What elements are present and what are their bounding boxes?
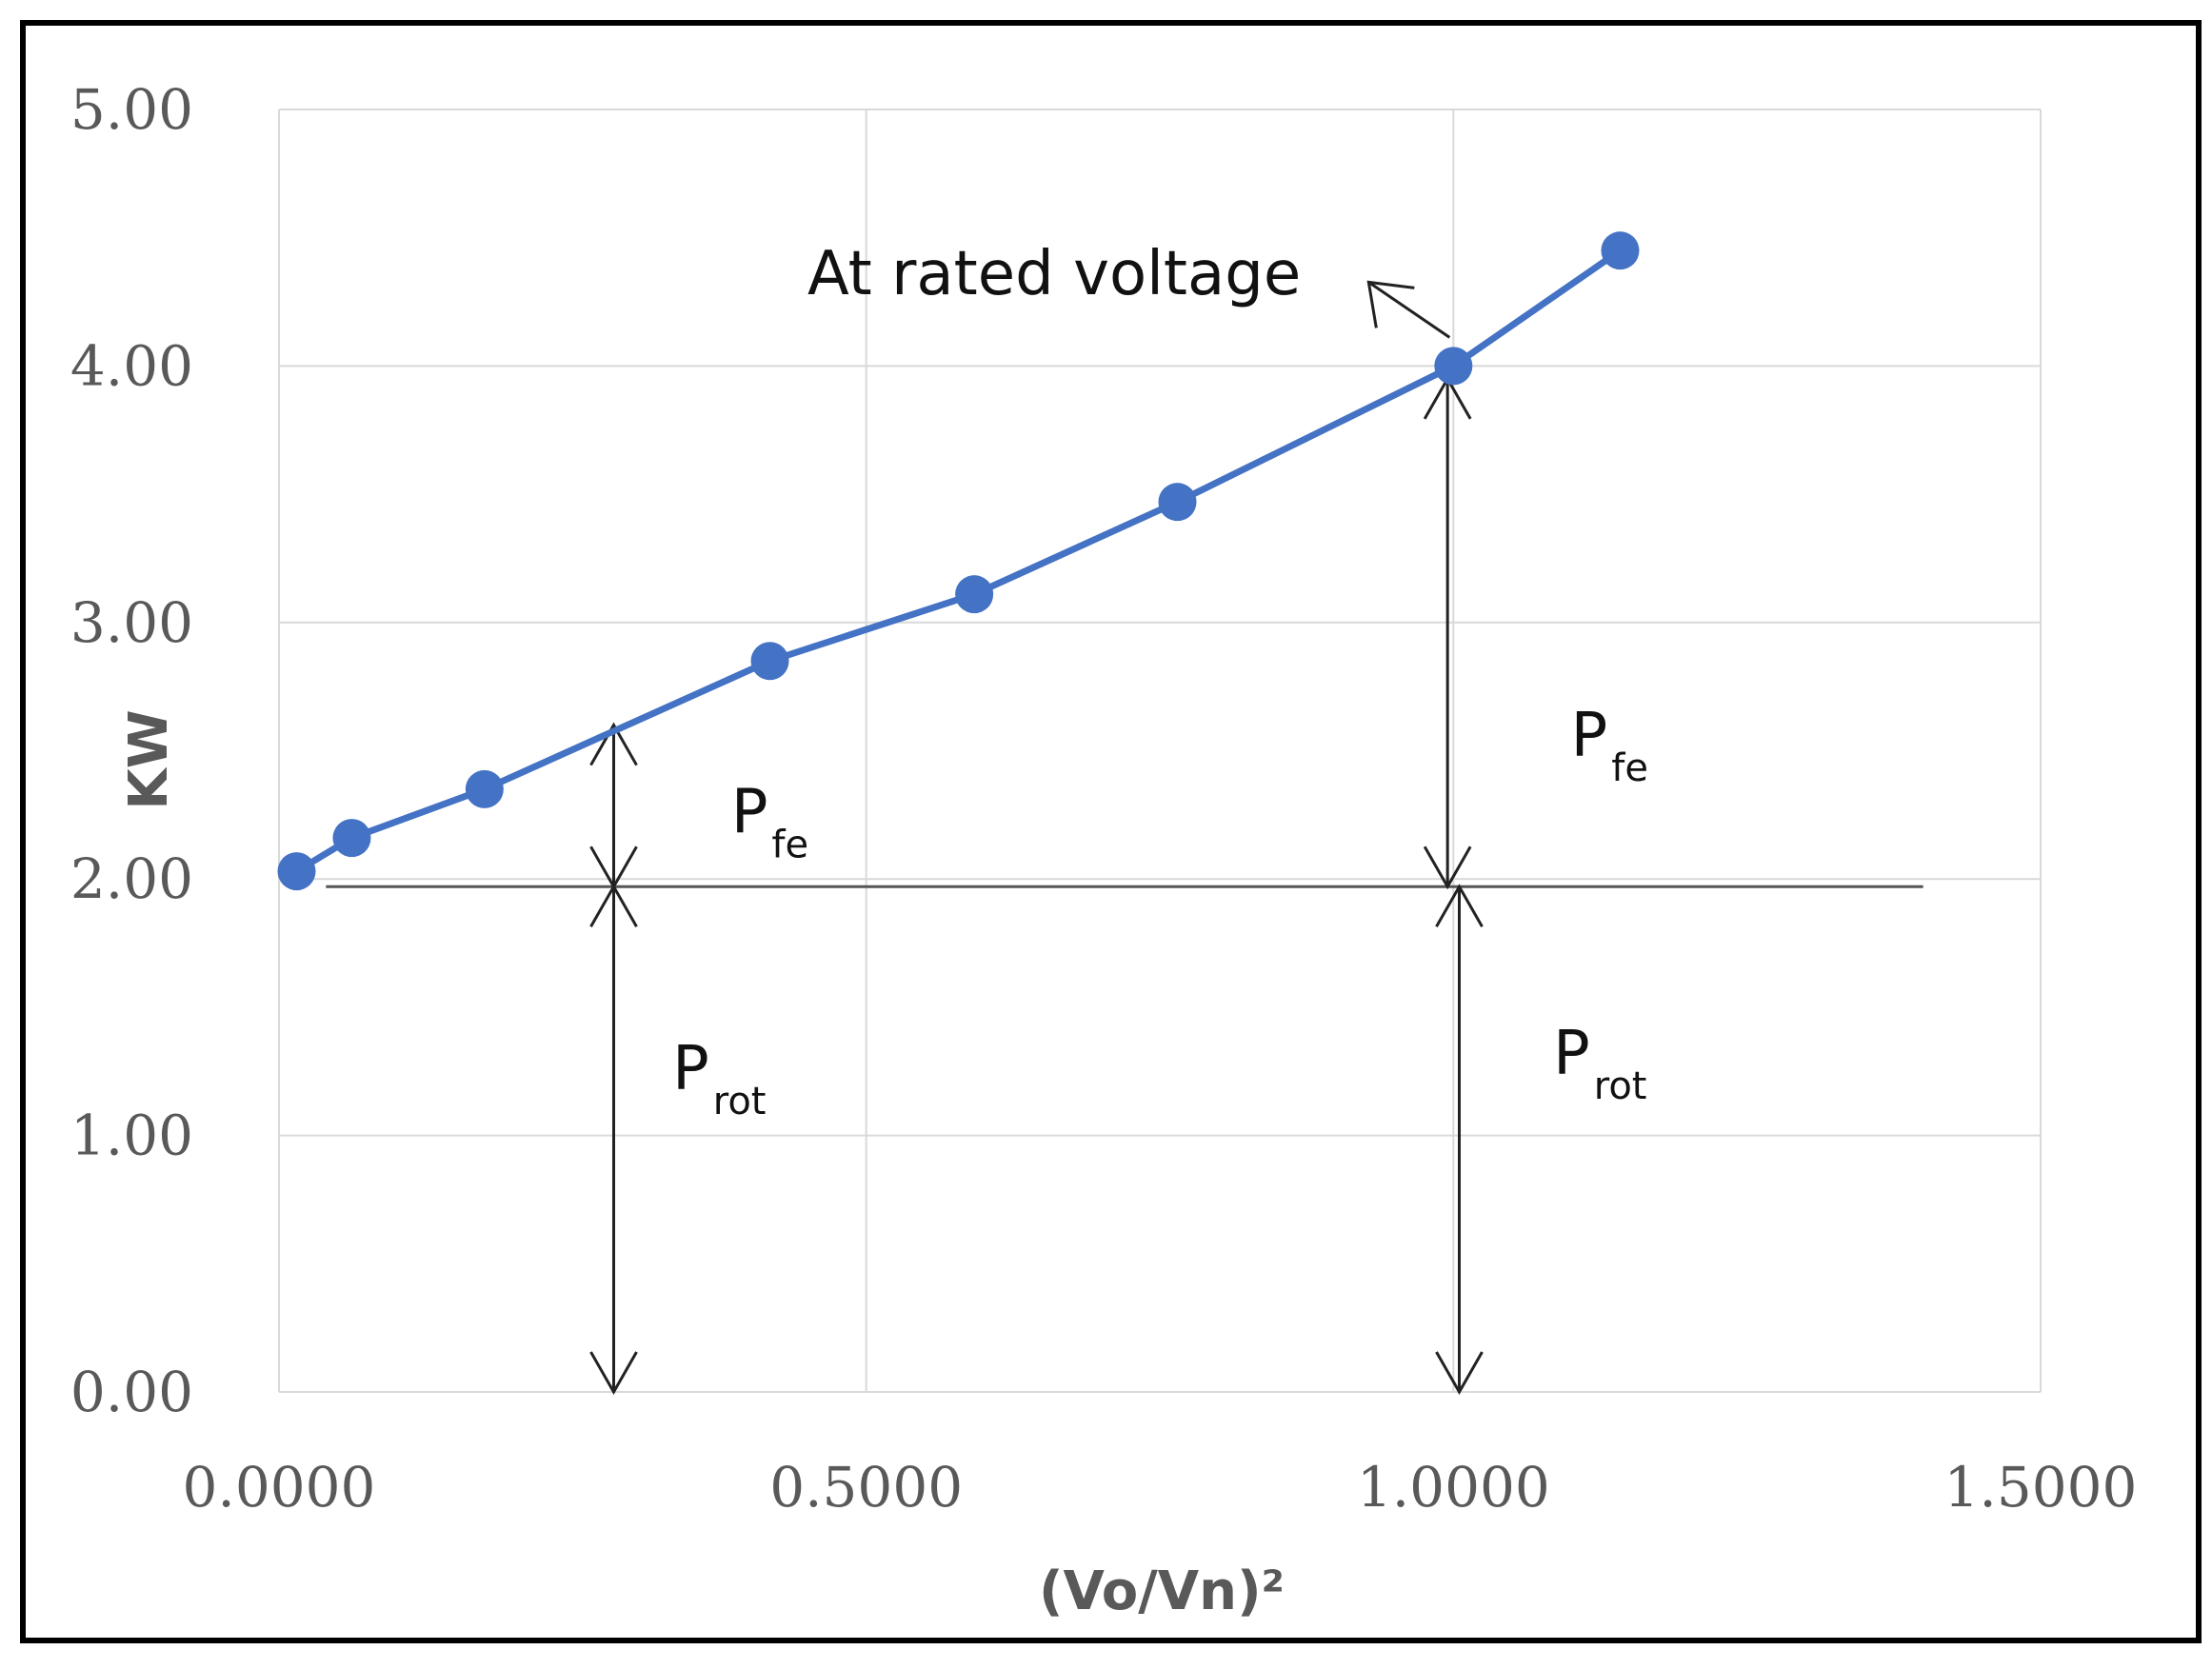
data-point — [465, 769, 504, 808]
data-point — [277, 852, 316, 891]
x-tick-label: 1.0000 — [1357, 1455, 1550, 1520]
prot-right-arrow-head-down — [1435, 1351, 1484, 1396]
data-point — [1158, 483, 1197, 522]
prot-left-arrow-head-up — [589, 884, 638, 928]
y-tick-label: 2.00 — [70, 846, 193, 911]
y-tick-label: 5.00 — [70, 77, 193, 142]
data-point — [1601, 231, 1640, 270]
outer-frame — [20, 20, 2202, 1643]
prot-left-arrow — [589, 884, 638, 1396]
series-line — [294, 248, 1623, 875]
x-axis-title: (Vo/Vn)² — [1039, 1561, 1285, 1622]
y-tick-label: 0.00 — [70, 1360, 193, 1424]
rated-voltage-pointer — [1367, 281, 1451, 339]
series-layer — [277, 231, 1640, 891]
y-tick-label: 3.00 — [70, 590, 193, 655]
data-point — [1434, 347, 1473, 386]
data-point — [750, 642, 789, 681]
data-point — [332, 819, 371, 858]
prot-left-arrow-head-down — [589, 1351, 638, 1396]
x-tick-label: 1.5000 — [1944, 1455, 2138, 1520]
y-axis-title: KW — [118, 709, 180, 809]
x-tick-label: 0.5000 — [769, 1455, 963, 1520]
prot-right-arrow-head-up — [1435, 884, 1484, 928]
tick-layer: 0.00 1.00 2.00 3.00 4.00 5.00 0.0000 0.5000 1.00… — [70, 77, 2138, 1520]
pfe-right-arrow-head-down — [1423, 845, 1472, 890]
rated-voltage-label: At rated voltage — [807, 239, 1301, 309]
y-tick-label: 4.00 — [70, 333, 193, 398]
grid-layer — [278, 109, 2042, 1393]
rated-voltage-pointer-head — [1366, 280, 1415, 328]
data-point — [955, 575, 994, 614]
y-tick-label: 1.00 — [70, 1103, 193, 1168]
pfe-left-arrow-head-up — [589, 722, 638, 766]
x-tick-label: 0.0000 — [183, 1455, 376, 1520]
prot-right-arrow — [1435, 884, 1484, 1396]
